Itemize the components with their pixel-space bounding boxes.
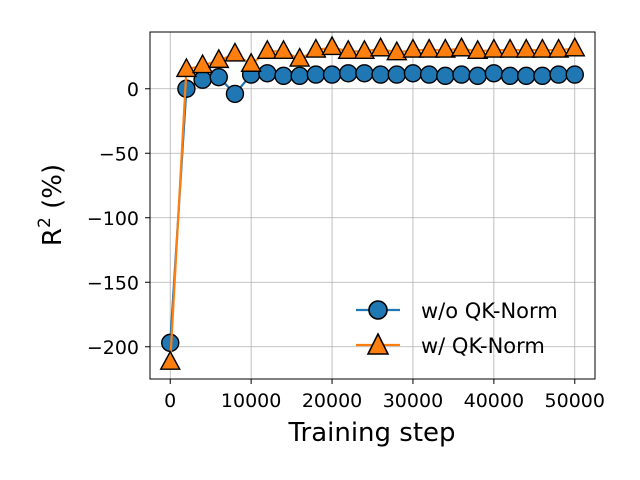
data-point-w-o-qk-norm bbox=[533, 66, 552, 86]
y-tick-label: 0 bbox=[127, 79, 139, 101]
y-axis-title-base: R bbox=[38, 228, 68, 246]
data-point-w-qk-norm bbox=[467, 39, 489, 60]
data-point-w-o-qk-norm bbox=[549, 65, 568, 84]
series-w-o-qk-norm bbox=[161, 64, 584, 353]
legend-label-w-qk-norm: w/ QK-Norm bbox=[421, 334, 545, 358]
data-point-w-o-qk-norm bbox=[258, 64, 277, 83]
data-point-w-o-qk-norm bbox=[306, 65, 326, 84]
data-point-w-o-qk-norm bbox=[452, 65, 471, 84]
series-layer bbox=[159, 35, 586, 370]
y-axis-title-rest: (%) bbox=[38, 164, 68, 217]
data-point-w-qk-norm bbox=[208, 48, 230, 69]
x-tick-label: 20000 bbox=[302, 390, 362, 412]
data-point-w-qk-norm bbox=[564, 36, 586, 57]
data-point-w-o-qk-norm bbox=[403, 64, 423, 83]
legend: w/o QK-Norm w/ QK-Norm bbox=[356, 299, 558, 358]
y-tick-label: −100 bbox=[87, 208, 139, 230]
grid bbox=[150, 32, 595, 379]
data-point-w-qk-norm bbox=[369, 36, 392, 57]
y-tick-label: −150 bbox=[87, 272, 139, 294]
data-point-w-o-qk-norm bbox=[322, 65, 342, 84]
plot-frame bbox=[149, 31, 596, 380]
data-point-w-qk-norm bbox=[515, 38, 537, 58]
data-point-w-qk-norm bbox=[289, 47, 311, 67]
data-point-w-qk-norm bbox=[321, 35, 343, 56]
x-tick-label: 0 bbox=[164, 390, 176, 412]
legend-marker-wo-qk-norm bbox=[368, 300, 388, 320]
y-axis-ticks: 0 −50 −100 −150 −200 bbox=[87, 79, 150, 359]
data-point-w-qk-norm bbox=[159, 350, 181, 370]
data-point-w-o-qk-norm bbox=[468, 66, 487, 86]
data-point-w-qk-norm bbox=[175, 57, 198, 78]
legend-marker-w-qk-norm bbox=[366, 332, 390, 355]
y-axis-title: R2 (%) bbox=[35, 164, 68, 246]
data-point-w-o-qk-norm bbox=[484, 64, 504, 83]
x-axis-title: Training step bbox=[287, 418, 455, 448]
data-point-w-qk-norm bbox=[450, 36, 473, 57]
data-point-w-o-qk-norm bbox=[436, 66, 455, 86]
data-point-w-o-qk-norm bbox=[209, 67, 228, 87]
series-w-qk-norm bbox=[159, 35, 586, 370]
data-point-w-qk-norm bbox=[499, 38, 521, 58]
data-point-w-o-qk-norm bbox=[290, 66, 309, 86]
data-point-w-o-qk-norm bbox=[387, 65, 406, 84]
x-axis-ticks: 0 10000 20000 30000 40000 50000 bbox=[164, 379, 605, 412]
data-point-w-qk-norm bbox=[337, 39, 359, 60]
data-point-w-qk-norm bbox=[224, 41, 246, 62]
data-point-w-qk-norm bbox=[272, 39, 295, 60]
data-point-w-o-qk-norm bbox=[419, 65, 439, 84]
data-point-w-qk-norm bbox=[547, 38, 570, 58]
data-point-w-o-qk-norm bbox=[500, 66, 520, 86]
legend-label-wo-qk-norm: w/o QK-Norm bbox=[421, 299, 558, 323]
data-point-w-qk-norm bbox=[434, 38, 456, 58]
data-point-w-o-qk-norm bbox=[193, 70, 212, 89]
data-point-w-o-qk-norm bbox=[355, 64, 374, 83]
data-point-w-qk-norm bbox=[418, 38, 440, 58]
data-point-w-o-qk-norm bbox=[371, 65, 390, 84]
data-point-w-qk-norm bbox=[191, 53, 214, 74]
data-point-w-o-qk-norm bbox=[339, 64, 358, 83]
x-tick-label: 10000 bbox=[221, 390, 281, 412]
x-tick-label: 50000 bbox=[545, 390, 605, 412]
x-tick-label: 40000 bbox=[464, 390, 524, 412]
data-point-w-o-qk-norm bbox=[565, 65, 584, 84]
data-point-w-o-qk-norm bbox=[274, 66, 293, 86]
data-point-w-qk-norm bbox=[402, 38, 424, 58]
data-point-w-qk-norm bbox=[305, 38, 327, 58]
x-tick-label: 30000 bbox=[383, 390, 443, 412]
data-point-w-qk-norm bbox=[256, 39, 278, 60]
data-point-w-qk-norm bbox=[240, 52, 262, 72]
data-point-w-o-qk-norm bbox=[225, 84, 245, 104]
data-point-w-qk-norm bbox=[483, 38, 505, 58]
data-point-w-qk-norm bbox=[531, 38, 554, 58]
y-axis-title-superscript: 2 bbox=[35, 217, 55, 228]
data-point-w-qk-norm bbox=[353, 39, 376, 60]
y-tick-label: −50 bbox=[99, 143, 139, 165]
data-point-w-o-qk-norm bbox=[517, 66, 536, 86]
data-point-w-qk-norm bbox=[386, 40, 408, 61]
y-tick-label: −200 bbox=[87, 337, 139, 359]
